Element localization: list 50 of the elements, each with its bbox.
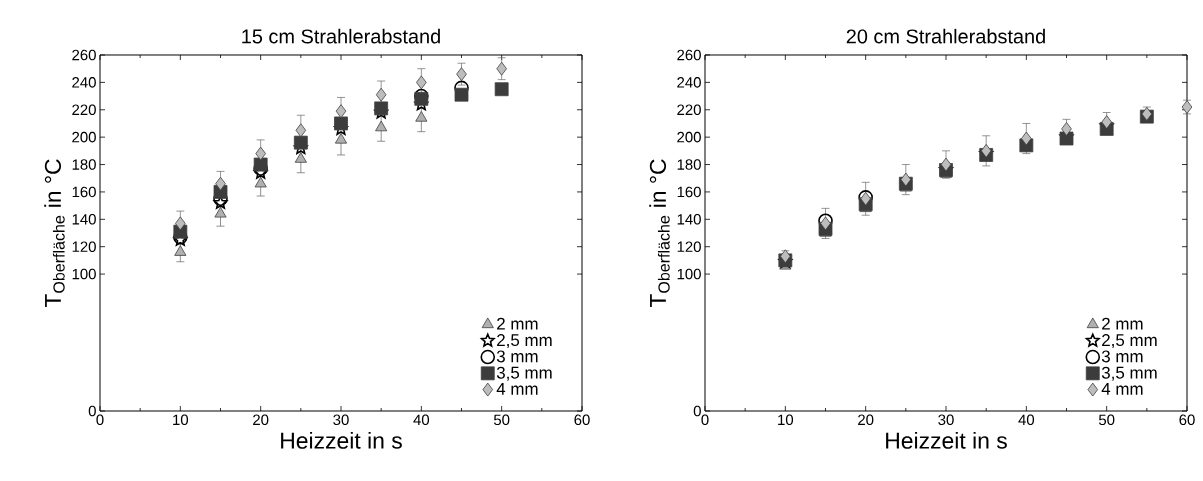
x-tick-label: 20 bbox=[858, 414, 874, 426]
y-tick-label: 240 bbox=[677, 77, 701, 88]
legend-label: 4 mm bbox=[496, 382, 538, 395]
x-tick-label: 10 bbox=[778, 414, 794, 426]
legend-label: 4 mm bbox=[1101, 382, 1143, 395]
x-axis-title: Heizzeit in s bbox=[886, 431, 1007, 449]
y-tick-label: 160 bbox=[677, 186, 701, 198]
legend-label: 2 mm bbox=[1102, 317, 1143, 330]
chart-title: 20 cm Strahlerabstand bbox=[846, 28, 1045, 44]
y-tick-label: 120 bbox=[677, 241, 701, 252]
x-tick-label: 40 bbox=[413, 414, 430, 426]
y-tick-label: 220 bbox=[72, 104, 96, 116]
x-tick-label: 0 bbox=[96, 414, 104, 426]
x-tick-label: 50 bbox=[493, 414, 510, 426]
y-tick-label: 100 bbox=[72, 268, 96, 280]
x-tick-label: 0 bbox=[701, 414, 709, 426]
legend-label: 2,5 mm bbox=[1102, 334, 1157, 349]
y-tick-label: 260 bbox=[677, 49, 701, 61]
y-tick-label: 100 bbox=[677, 268, 701, 280]
x-tick-label: 40 bbox=[1018, 414, 1035, 426]
y-axis-title: $\text{T}_{\text{Oberfläche}}\text{ in °C}$ bbox=[44, 159, 65, 308]
y-tick-label: 200 bbox=[677, 131, 701, 143]
y-tick-label: 140 bbox=[677, 214, 701, 225]
y-tick-label: 180 bbox=[72, 159, 96, 170]
y-tick-label: 240 bbox=[72, 77, 96, 88]
legend-label: 3,5 mm bbox=[496, 366, 552, 381]
legend-label: 3 mm bbox=[1101, 350, 1143, 363]
x-tick-label: 30 bbox=[938, 414, 954, 426]
chart-title: 15 cm Strahlerabstand bbox=[242, 28, 440, 44]
x-tick-label: 30 bbox=[333, 414, 349, 426]
x-tick-label: 60 bbox=[574, 414, 590, 426]
x-tick-label: 20 bbox=[253, 414, 269, 426]
y-axis-title: $\text{T}_{\text{Oberfläche}}\text{ in °C}$ bbox=[649, 159, 670, 308]
y-tick-label: 180 bbox=[677, 159, 701, 170]
legend-label: 2 mm bbox=[497, 317, 538, 330]
y-tick-label: 140 bbox=[72, 214, 96, 225]
x-tick-label: 50 bbox=[1098, 414, 1115, 426]
y-tick-label: 120 bbox=[72, 241, 96, 252]
legend-label: 3 mm bbox=[496, 350, 538, 363]
y-tick-label: 200 bbox=[72, 131, 96, 143]
x-tick-label: 60 bbox=[1179, 414, 1195, 426]
x-axis-title: Heizzeit in s bbox=[281, 431, 402, 449]
y-tick-label: 160 bbox=[72, 186, 96, 198]
y-tick-label: 0 bbox=[88, 405, 96, 417]
legend-label: 3,5 mm bbox=[1101, 366, 1157, 381]
y-tick-label: 220 bbox=[677, 104, 701, 116]
y-tick-label: 260 bbox=[72, 49, 96, 61]
x-tick-label: 10 bbox=[173, 414, 189, 426]
y-tick-label: 0 bbox=[693, 405, 701, 417]
legend-label: 2,5 mm bbox=[497, 334, 552, 349]
